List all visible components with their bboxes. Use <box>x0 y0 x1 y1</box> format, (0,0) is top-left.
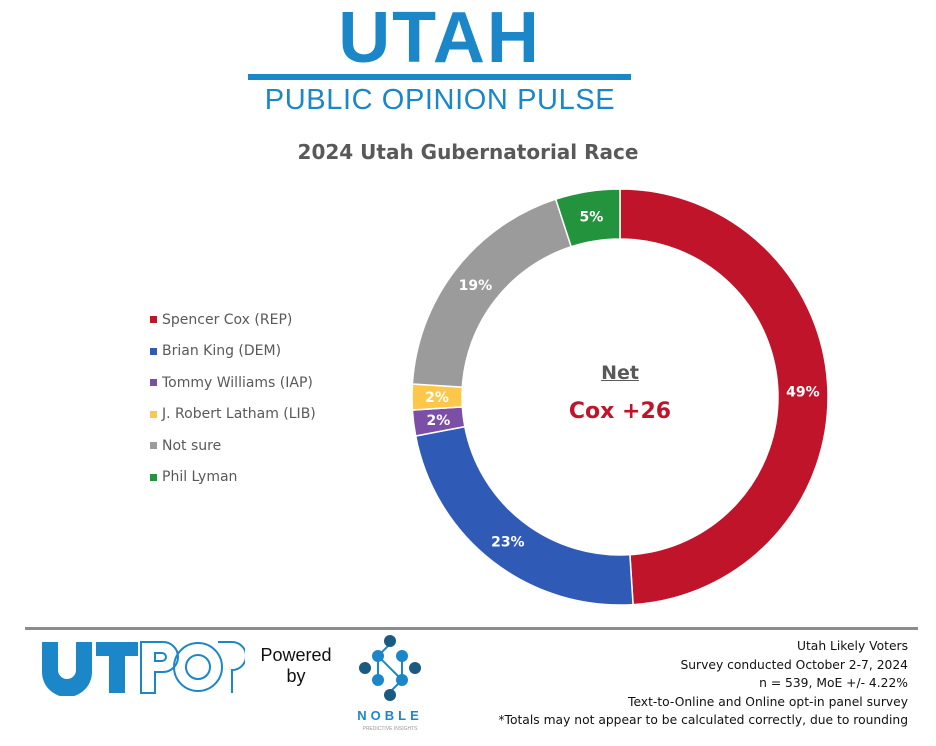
note-rounding: *Totals may not appear to be calculated … <box>498 713 908 727</box>
segment-label: 2% <box>425 390 449 406</box>
survey-notes: Utah Likely Voters Survey conducted Octo… <box>498 637 908 730</box>
brand-title: UTAH <box>248 2 631 74</box>
segment-label: 5% <box>579 209 603 225</box>
net-label: Net <box>601 362 639 384</box>
legend-item: Not sure <box>150 430 316 462</box>
legend-swatch-icon <box>150 379 157 387</box>
note-population: Utah Likely Voters <box>796 639 908 653</box>
donut-segment <box>414 425 634 606</box>
powered-by-line2: by <box>286 666 306 686</box>
noble-tagline: PREDICTIVE INSIGHTS <box>362 726 418 732</box>
legend-label: Not sure <box>162 437 222 454</box>
legend-item: Tommy Williams (IAP) <box>150 367 316 399</box>
note-sample: n = 539, MoE +/- 4.22% <box>759 676 908 690</box>
utpop-logo-icon <box>42 641 245 696</box>
noble-logo-icon <box>359 635 421 701</box>
note-dates: Survey conducted October 2-7, 2024 <box>680 657 908 672</box>
brand-divider <box>248 74 631 80</box>
net-margin-value: Cox +26 <box>568 399 672 424</box>
chart-legend: Spencer Cox (REP) Brian King (DEM) Tommy… <box>150 304 316 493</box>
footer-divider <box>25 627 918 630</box>
legend-label: Tommy Williams (IAP) <box>162 374 313 391</box>
legend-label: Brian King (DEM) <box>162 343 282 360</box>
legend-item: Spencer Cox (REP) <box>150 304 316 336</box>
legend-label: Phil Lyman <box>162 469 238 486</box>
donut-segment <box>554 188 621 248</box>
legend-label: J. Robert Latham (LIB) <box>162 406 316 423</box>
legend-item: J. Robert Latham (LIB) <box>150 399 316 431</box>
brand-title-text: UTAH <box>338 0 541 78</box>
segment-label: 2% <box>427 413 451 429</box>
legend-label: Spencer Cox (REP) <box>162 311 293 328</box>
segment-label: 19% <box>459 278 493 294</box>
chart-title: 2024 Utah Gubernatorial Race <box>297 140 639 164</box>
noble-name: NOBLE <box>357 708 423 723</box>
note-method: Text-to-Online and Online opt-in panel s… <box>628 694 908 709</box>
brand-subtitle: PUBLIC OPINION PULSE <box>264 84 616 116</box>
legend-swatch-icon <box>150 410 157 418</box>
legend-item: Brian King (DEM) <box>150 336 316 368</box>
segment-label: 23% <box>491 535 525 551</box>
legend-swatch-icon <box>150 316 157 324</box>
legend-swatch-icon <box>150 473 157 481</box>
segment-label: 49% <box>786 384 820 400</box>
legend-item: Phil Lyman <box>150 462 316 494</box>
donut-segment <box>619 188 829 606</box>
powered-by-text: Powered by <box>256 645 336 687</box>
powered-by-line1: Powered <box>260 645 332 665</box>
legend-swatch-icon <box>150 347 157 355</box>
legend-swatch-icon <box>150 442 157 450</box>
